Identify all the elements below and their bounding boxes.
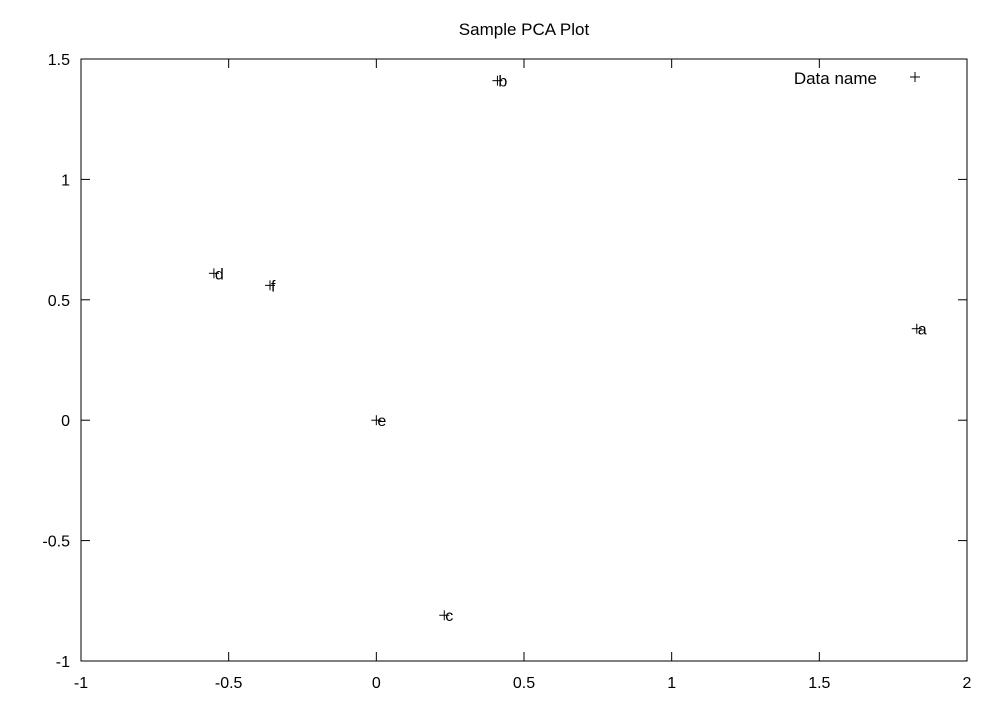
point-label: e [377, 413, 386, 430]
point-label: f [271, 278, 276, 295]
y-tick-label: -1 [56, 654, 70, 671]
x-axis: -1 -0.5 0 0.5 1 1.5 2 [74, 59, 972, 692]
plus-marker-icon [208, 268, 219, 279]
x-tick-label: -0.5 [215, 675, 243, 692]
y-tick-label: -0.5 [42, 534, 70, 551]
x-tick-label: -1 [74, 675, 88, 692]
x-tick-label: 1 [667, 675, 676, 692]
plus-marker-icon [265, 280, 276, 291]
x-tick-label: 2 [963, 675, 972, 692]
x-tick-label: 0 [372, 675, 381, 692]
y-tick-label: 1 [61, 172, 70, 189]
data-point-b: b [492, 74, 507, 91]
data-points: a b c d e f [208, 74, 927, 625]
plus-marker-icon [911, 323, 922, 334]
legend-label: Data name [794, 69, 877, 88]
data-point-c: c [439, 608, 453, 625]
point-label: c [445, 608, 453, 625]
legend: Data name [794, 69, 920, 88]
y-axis: -1 -0.5 0 0.5 1 1.5 [42, 52, 967, 671]
y-tick-label: 0 [61, 413, 70, 430]
plus-marker-icon [492, 75, 503, 86]
data-point-f: f [265, 278, 276, 295]
plus-marker-icon [910, 72, 920, 82]
data-point-d: d [208, 266, 224, 283]
data-point-e: e [371, 413, 386, 430]
y-tick-label: 1.5 [48, 52, 70, 69]
chart-title: Sample PCA Plot [459, 20, 590, 39]
plus-marker-icon [439, 610, 450, 621]
point-label: d [215, 266, 224, 283]
x-tick-label: 0.5 [513, 675, 535, 692]
point-label: a [918, 322, 927, 339]
x-tick-label: 1.5 [808, 675, 830, 692]
y-tick-label: 0.5 [48, 293, 70, 310]
legend-marker-plus-icon [910, 72, 920, 82]
plus-marker-icon [371, 415, 382, 426]
point-label: b [498, 74, 507, 91]
data-point-a: a [911, 322, 927, 339]
plot-frame [80, 58, 968, 662]
